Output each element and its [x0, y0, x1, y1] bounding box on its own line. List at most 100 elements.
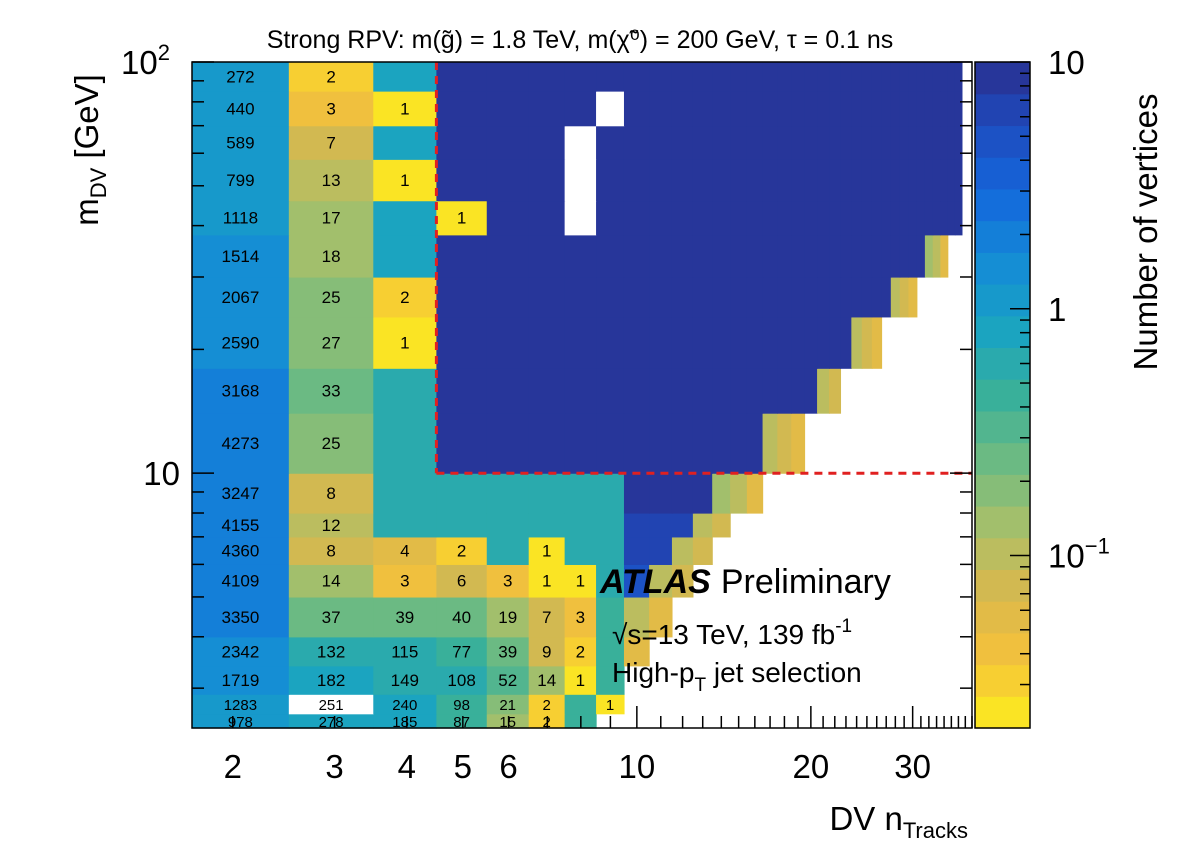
- heatmap-cell: [804, 91, 818, 127]
- heatmap-cell: [899, 200, 910, 236]
- heatmap-cell: [924, 159, 934, 202]
- heatmap-cell: [817, 368, 830, 414]
- heatmap-cell: [596, 368, 625, 414]
- heatmap-cell: [777, 200, 792, 236]
- heatmap-cell: [804, 368, 818, 414]
- heatmap-cell: [712, 368, 731, 414]
- heatmap-cell: [486, 234, 530, 278]
- heatmap-cell: [762, 91, 778, 127]
- heatmap-cell: [373, 234, 437, 278]
- cell-count-label: 2: [400, 288, 409, 307]
- heatmap-cell: [881, 91, 892, 127]
- heatmap-cell: [192, 368, 290, 414]
- heatmap-cell: [486, 536, 530, 565]
- heatmap-cell: [804, 125, 818, 160]
- cell-count-label: 7: [326, 134, 335, 153]
- heatmap-cell: [692, 536, 713, 565]
- heatmap-cell: [791, 413, 806, 474]
- heatmap-cell: [871, 200, 883, 236]
- heatmap-cell: [899, 91, 910, 127]
- heatmap-cell: [861, 159, 873, 202]
- heatmap-cell: [777, 316, 792, 369]
- heatmap-cell: [528, 62, 566, 92]
- heatmap-cell: [192, 62, 290, 92]
- heatmap-cell: [564, 596, 597, 638]
- atlas-label: ATLAS Preliminary √s=13 TeV, 139 fb-1 Hig…: [599, 563, 891, 696]
- heatmap-cell: [288, 596, 374, 638]
- heatmap-cell: [899, 159, 910, 202]
- heatmap-cell: [932, 200, 941, 236]
- heatmap-cell: [861, 125, 873, 160]
- x-axis-ticks: 2 3 4 5 6 10 20 30: [224, 706, 973, 785]
- heatmap-cell: [564, 62, 597, 92]
- cell-count-label: 589: [226, 134, 254, 153]
- cell-count-label: 18: [322, 247, 341, 266]
- heatmap-cell: [288, 694, 374, 715]
- heatmap-cell: [288, 200, 374, 236]
- x-tick-label: 10: [618, 748, 655, 785]
- heatmap-cell: [528, 125, 566, 160]
- heatmap-cell: [746, 234, 764, 278]
- colorbar-bands: [975, 62, 1030, 729]
- cell-count-label: 132: [317, 642, 345, 661]
- colorbar-band: [975, 220, 1030, 253]
- heatmap-cell: [436, 713, 488, 729]
- heatmap-cell: [954, 62, 963, 92]
- heatmap-cell: [746, 125, 764, 160]
- heatmap-cell: [528, 564, 566, 598]
- heatmap-cell: [288, 413, 374, 474]
- heatmap-cell: [851, 276, 863, 318]
- heatmap-cell: [829, 159, 842, 202]
- heatmap-cell: [623, 596, 650, 638]
- heatmap-cell: [623, 536, 650, 565]
- heatmap-cell: [436, 413, 488, 474]
- cell-count-label: 33: [322, 382, 341, 401]
- x-tick-label: 5: [454, 748, 472, 785]
- cell-count-label: 39: [498, 642, 517, 661]
- heatmap-cell: [288, 234, 374, 278]
- heatmap-cell: [954, 159, 963, 202]
- cell-count-label: 799: [226, 171, 254, 190]
- heatmap-cell: [730, 159, 748, 202]
- heatmap-cell: [712, 91, 731, 127]
- heatmap-cell: [804, 316, 818, 369]
- heatmap-cell: [649, 316, 673, 369]
- heatmap-cell: [373, 536, 437, 565]
- cell-count-label: 7: [542, 608, 551, 627]
- heatmap-cell: [192, 596, 290, 638]
- colorbar-tick-label: 10−1: [1048, 534, 1110, 575]
- heatmap-cell: [746, 368, 764, 414]
- heatmap-cell: [829, 200, 842, 236]
- heatmap-cell: [288, 276, 374, 318]
- colorbar-tick-label: 10: [1048, 44, 1085, 81]
- heatmap-cell: [623, 234, 650, 278]
- heatmap-cell: [649, 62, 673, 92]
- heatmap-cell: [861, 276, 873, 318]
- heatmap-cell: [840, 316, 852, 369]
- heatmap-cell: [840, 159, 852, 202]
- cell-count-label: 6: [457, 572, 466, 591]
- cell-count-label: 149: [391, 671, 419, 690]
- heatmap-cell: [746, 62, 764, 92]
- cell-count-label: 17: [322, 209, 341, 228]
- heatmap-cell: [373, 276, 437, 318]
- heatmap-cell: [564, 276, 597, 318]
- heatmap-cell: [192, 234, 290, 278]
- heatmap-cell: [486, 513, 530, 538]
- heatmap-cell: [791, 316, 806, 369]
- heatmap-cell: [712, 125, 731, 160]
- heatmap-cell: [192, 413, 290, 474]
- heatmap-cell: [288, 665, 374, 695]
- x-tick-label: 2: [224, 748, 242, 785]
- heatmap-cell: [564, 473, 597, 514]
- heatmap-cell: [671, 234, 694, 278]
- heatmap-cell: [596, 596, 625, 638]
- heatmap-cell: [947, 125, 956, 160]
- heatmap-cell: [192, 564, 290, 598]
- heatmap-cell: [692, 159, 713, 202]
- cell-count-label: 440: [226, 99, 254, 118]
- heatmap-cell: [596, 564, 625, 598]
- heatmap-cell: [730, 234, 748, 278]
- heatmap-cell: [486, 62, 530, 92]
- heatmap-cell: [373, 513, 437, 538]
